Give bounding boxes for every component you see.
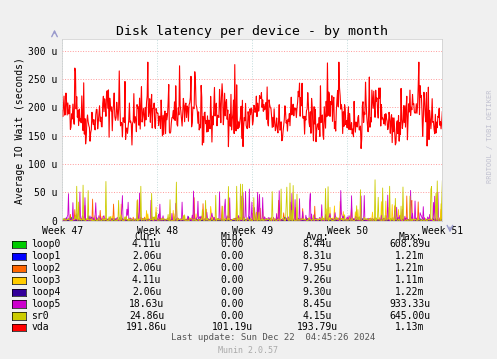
Text: 0.00: 0.00 (220, 275, 244, 285)
Text: 1.13m: 1.13m (395, 322, 425, 332)
Text: 8.44u: 8.44u (302, 239, 332, 250)
Text: Avg:: Avg: (305, 232, 329, 242)
Text: 9.26u: 9.26u (302, 275, 332, 285)
Text: 18.63u: 18.63u (129, 299, 164, 309)
Text: 191.86u: 191.86u (126, 322, 167, 332)
Text: 0.00: 0.00 (220, 299, 244, 309)
Text: 0.00: 0.00 (220, 311, 244, 321)
Text: loop2: loop2 (31, 263, 61, 273)
Text: loop3: loop3 (31, 275, 61, 285)
Text: Cur:: Cur: (135, 232, 159, 242)
Text: 1.22m: 1.22m (395, 287, 425, 297)
Text: 0.00: 0.00 (220, 287, 244, 297)
Text: RRDTOOL / TOBI OETIKER: RRDTOOL / TOBI OETIKER (487, 90, 493, 183)
Text: vda: vda (31, 322, 49, 332)
Text: 1.21m: 1.21m (395, 251, 425, 261)
Text: 0.00: 0.00 (220, 239, 244, 250)
Text: 2.06u: 2.06u (132, 287, 162, 297)
Text: 2.06u: 2.06u (132, 251, 162, 261)
Text: 933.33u: 933.33u (390, 299, 430, 309)
Text: 645.00u: 645.00u (390, 311, 430, 321)
Text: 1.21m: 1.21m (395, 263, 425, 273)
Y-axis label: Average IO Wait (seconds): Average IO Wait (seconds) (15, 57, 25, 204)
Text: loop0: loop0 (31, 239, 61, 250)
Text: 193.79u: 193.79u (297, 322, 337, 332)
Text: 4.11u: 4.11u (132, 239, 162, 250)
Title: Disk latency per device - by month: Disk latency per device - by month (116, 25, 388, 38)
Text: 101.19u: 101.19u (212, 322, 252, 332)
Text: loop4: loop4 (31, 287, 61, 297)
Text: 0.00: 0.00 (220, 251, 244, 261)
Text: Last update: Sun Dec 22  04:45:26 2024: Last update: Sun Dec 22 04:45:26 2024 (171, 333, 375, 342)
Text: 608.89u: 608.89u (390, 239, 430, 250)
Text: 0.00: 0.00 (220, 263, 244, 273)
Text: 4.11u: 4.11u (132, 275, 162, 285)
Text: Min:: Min: (220, 232, 244, 242)
Text: 2.06u: 2.06u (132, 263, 162, 273)
Text: 4.15u: 4.15u (302, 311, 332, 321)
Text: 8.31u: 8.31u (302, 251, 332, 261)
Text: loop1: loop1 (31, 251, 61, 261)
Text: 9.30u: 9.30u (302, 287, 332, 297)
Text: Munin 2.0.57: Munin 2.0.57 (219, 346, 278, 355)
Text: loop5: loop5 (31, 299, 61, 309)
Text: 1.11m: 1.11m (395, 275, 425, 285)
Text: 8.45u: 8.45u (302, 299, 332, 309)
Text: 24.86u: 24.86u (129, 311, 164, 321)
Text: Max:: Max: (398, 232, 422, 242)
Text: sr0: sr0 (31, 311, 49, 321)
Text: 7.95u: 7.95u (302, 263, 332, 273)
